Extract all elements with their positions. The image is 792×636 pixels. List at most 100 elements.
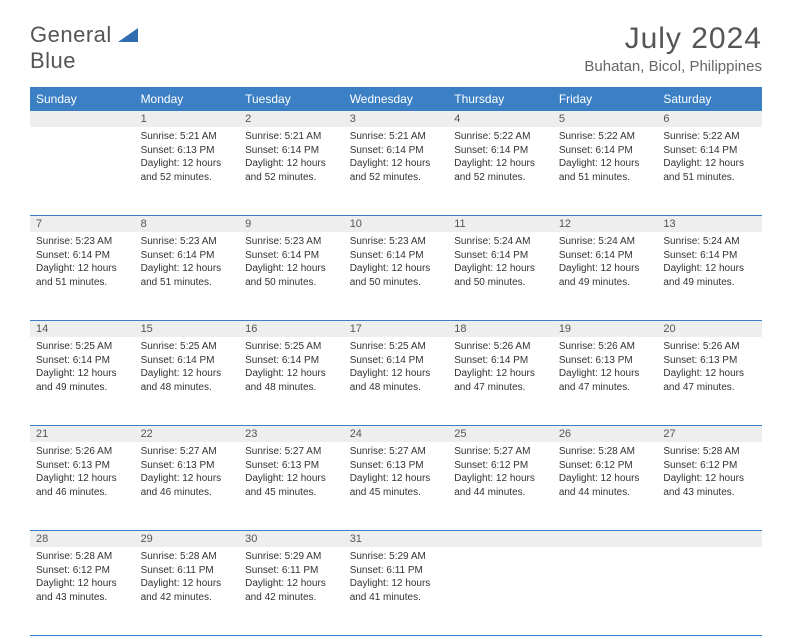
day-number: 13	[657, 216, 762, 233]
day-number: 3	[344, 111, 449, 127]
day-cell-content: Sunrise: 5:26 AMSunset: 6:13 PMDaylight:…	[553, 337, 658, 400]
sunset-text: Sunset: 6:14 PM	[141, 249, 234, 263]
day-number: 23	[239, 426, 344, 443]
dl2-text: and 52 minutes.	[141, 171, 234, 185]
sunset-text: Sunset: 6:13 PM	[245, 459, 338, 473]
day-number: 4	[448, 111, 553, 127]
dl1-text: Daylight: 12 hours	[350, 577, 443, 591]
logo: General Blue	[30, 22, 138, 74]
sunset-text: Sunset: 6:14 PM	[454, 354, 547, 368]
dl1-text: Daylight: 12 hours	[559, 472, 652, 486]
title-block: July 2024 Buhatan, Bicol, Philippines	[584, 22, 762, 75]
dl2-text: and 48 minutes.	[141, 381, 234, 395]
day-cell: Sunrise: 5:28 AMSunset: 6:12 PMDaylight:…	[657, 442, 762, 531]
sunrise-text: Sunrise: 5:21 AM	[350, 130, 443, 144]
sunrise-text: Sunrise: 5:25 AM	[350, 340, 443, 354]
dl2-text: and 43 minutes.	[36, 591, 129, 605]
dl2-text: and 48 minutes.	[350, 381, 443, 395]
dl2-text: and 45 minutes.	[245, 486, 338, 500]
day-content-row: Sunrise: 5:23 AMSunset: 6:14 PMDaylight:…	[30, 232, 762, 321]
sunrise-text: Sunrise: 5:26 AM	[454, 340, 547, 354]
dl1-text: Daylight: 12 hours	[663, 472, 756, 486]
dl1-text: Daylight: 12 hours	[36, 577, 129, 591]
day-cell: Sunrise: 5:27 AMSunset: 6:12 PMDaylight:…	[448, 442, 553, 531]
day-number: 28	[30, 531, 135, 548]
sunrise-text: Sunrise: 5:23 AM	[36, 235, 129, 249]
sunset-text: Sunset: 6:14 PM	[350, 249, 443, 263]
dl1-text: Daylight: 12 hours	[141, 157, 234, 171]
sunset-text: Sunset: 6:14 PM	[141, 354, 234, 368]
sunrise-text: Sunrise: 5:28 AM	[141, 550, 234, 564]
sunset-text: Sunset: 6:14 PM	[559, 249, 652, 263]
sunset-text: Sunset: 6:14 PM	[454, 144, 547, 158]
day-cell	[448, 547, 553, 636]
day-number: 6	[657, 111, 762, 127]
dl1-text: Daylight: 12 hours	[663, 262, 756, 276]
day-number: 20	[657, 321, 762, 338]
sunrise-text: Sunrise: 5:25 AM	[245, 340, 338, 354]
day-cell: Sunrise: 5:28 AMSunset: 6:11 PMDaylight:…	[135, 547, 240, 636]
sunset-text: Sunset: 6:14 PM	[454, 249, 547, 263]
calendar-table: Sunday Monday Tuesday Wednesday Thursday…	[30, 87, 762, 636]
dl1-text: Daylight: 12 hours	[141, 577, 234, 591]
sunrise-text: Sunrise: 5:22 AM	[559, 130, 652, 144]
dl2-text: and 41 minutes.	[350, 591, 443, 605]
logo-triangle-icon	[118, 28, 138, 42]
day-cell-content: Sunrise: 5:26 AMSunset: 6:13 PMDaylight:…	[30, 442, 135, 505]
month-title: July 2024	[584, 22, 762, 56]
day-number: 19	[553, 321, 658, 338]
day-cell: Sunrise: 5:28 AMSunset: 6:12 PMDaylight:…	[553, 442, 658, 531]
sunset-text: Sunset: 6:14 PM	[350, 144, 443, 158]
sunset-text: Sunset: 6:13 PM	[559, 354, 652, 368]
day-cell: Sunrise: 5:26 AMSunset: 6:13 PMDaylight:…	[553, 337, 658, 426]
day-number: 25	[448, 426, 553, 443]
day-cell: Sunrise: 5:25 AMSunset: 6:14 PMDaylight:…	[135, 337, 240, 426]
sunrise-text: Sunrise: 5:25 AM	[36, 340, 129, 354]
day-cell-content: Sunrise: 5:21 AMSunset: 6:14 PMDaylight:…	[344, 127, 449, 190]
dl1-text: Daylight: 12 hours	[36, 367, 129, 381]
dl1-text: Daylight: 12 hours	[245, 157, 338, 171]
day-number: 10	[344, 216, 449, 233]
day-cell-content: Sunrise: 5:23 AMSunset: 6:14 PMDaylight:…	[344, 232, 449, 295]
day-cell: Sunrise: 5:24 AMSunset: 6:14 PMDaylight:…	[657, 232, 762, 321]
day-cell: Sunrise: 5:24 AMSunset: 6:14 PMDaylight:…	[448, 232, 553, 321]
sunrise-text: Sunrise: 5:27 AM	[454, 445, 547, 459]
dl1-text: Daylight: 12 hours	[559, 157, 652, 171]
calendar-body: 123456Sunrise: 5:21 AMSunset: 6:13 PMDay…	[30, 111, 762, 636]
sunrise-text: Sunrise: 5:28 AM	[36, 550, 129, 564]
day-number: 21	[30, 426, 135, 443]
location: Buhatan, Bicol, Philippines	[584, 58, 762, 75]
day-cell: Sunrise: 5:29 AMSunset: 6:11 PMDaylight:…	[344, 547, 449, 636]
dl2-text: and 44 minutes.	[454, 486, 547, 500]
day-cell-content: Sunrise: 5:28 AMSunset: 6:12 PMDaylight:…	[657, 442, 762, 505]
day-cell: Sunrise: 5:23 AMSunset: 6:14 PMDaylight:…	[239, 232, 344, 321]
dl2-text: and 52 minutes.	[245, 171, 338, 185]
sunrise-text: Sunrise: 5:26 AM	[36, 445, 129, 459]
day-number: 8	[135, 216, 240, 233]
day-cell-content: Sunrise: 5:23 AMSunset: 6:14 PMDaylight:…	[30, 232, 135, 295]
day-number: 5	[553, 111, 658, 127]
weekday-wed: Wednesday	[344, 87, 449, 111]
day-cell-content: Sunrise: 5:21 AMSunset: 6:13 PMDaylight:…	[135, 127, 240, 190]
dl1-text: Daylight: 12 hours	[245, 262, 338, 276]
sunrise-text: Sunrise: 5:29 AM	[245, 550, 338, 564]
day-cell: Sunrise: 5:27 AMSunset: 6:13 PMDaylight:…	[135, 442, 240, 531]
day-cell-content: Sunrise: 5:23 AMSunset: 6:14 PMDaylight:…	[135, 232, 240, 295]
day-cell: Sunrise: 5:25 AMSunset: 6:14 PMDaylight:…	[30, 337, 135, 426]
day-content-row: Sunrise: 5:26 AM Sunset: 6:13 PM Daylight:…	[30, 442, 762, 531]
day-cell-content: Sunrise: 5:25 AMSunset: 6:14 PMDaylight:…	[135, 337, 240, 400]
dl2-text: and 47 minutes.	[663, 381, 756, 395]
sunset-text: Sunset: 6:11 PM	[350, 564, 443, 578]
sunset-text: Sunset: 6:13 PM	[663, 354, 756, 368]
dl1-text: Daylight: 12 hours	[454, 262, 547, 276]
day-cell-content: Sunrise: 5:28 AMSunset: 6:12 PMDaylight:…	[553, 442, 658, 505]
day-number-row: 14151617181920	[30, 321, 762, 338]
dl2-text: and 48 minutes.	[245, 381, 338, 395]
day-cell: Sunrise: 5:27 AMSunset: 6:13 PMDaylight:…	[239, 442, 344, 531]
dl1-text: Daylight: 12 hours	[350, 367, 443, 381]
sunrise-text: Sunrise: 5:22 AM	[454, 130, 547, 144]
sunrise-text: Sunrise: 5:26 AM	[559, 340, 652, 354]
day-number: 15	[135, 321, 240, 338]
dl2-text: and 49 minutes.	[663, 276, 756, 290]
day-number: 14	[30, 321, 135, 338]
